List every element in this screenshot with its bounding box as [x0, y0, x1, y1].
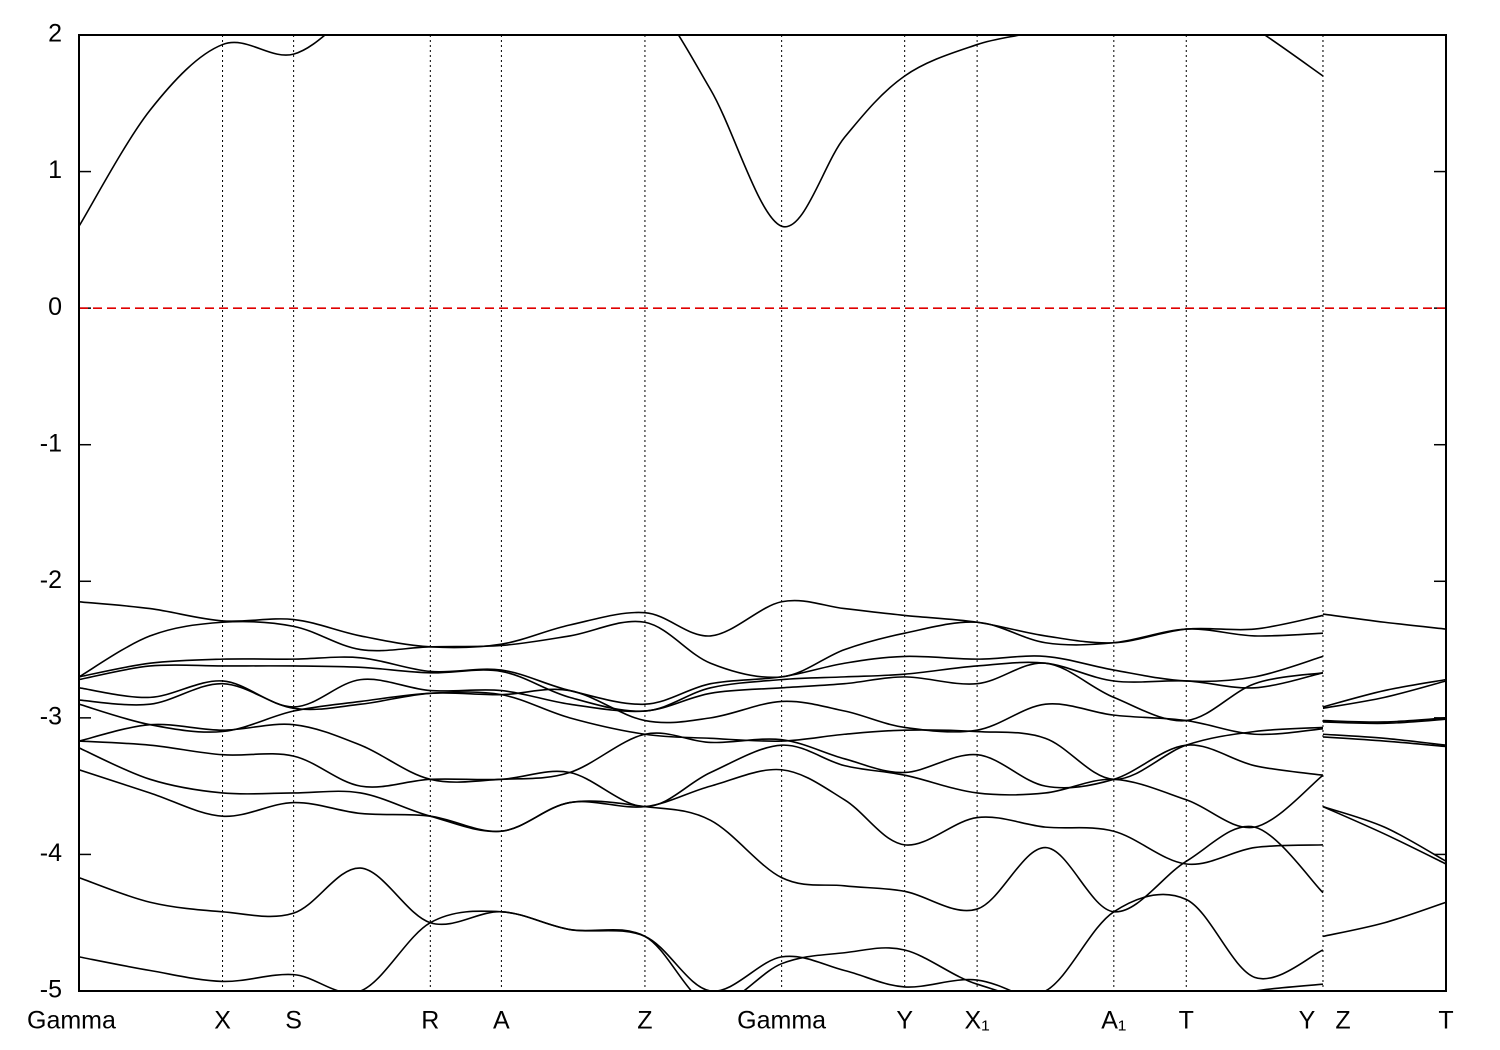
band-line: [79, 768, 1324, 913]
band-line: [79, 682, 1446, 746]
y-tick-label: 0: [48, 293, 62, 321]
x-tick-label: X: [214, 1007, 231, 1035]
band-line: [79, 740, 1446, 865]
band-line: [79, 910, 1324, 991]
band-line: [79, 662, 1446, 725]
band-line: [79, 747, 1446, 938]
x-tick-label: Gamma: [27, 1007, 116, 1035]
x-tick-label: S: [285, 1007, 302, 1035]
y-tick-label: -3: [40, 702, 62, 730]
bands: [79, 35, 1446, 991]
y-tick-label: 1: [48, 156, 62, 184]
grid: [78, 34, 1447, 992]
x-tick-label: Z: [1335, 1007, 1350, 1035]
band-line: [79, 655, 1446, 710]
x-tick-label: Z: [637, 1007, 652, 1035]
x-tick-label: Y: [1299, 1007, 1316, 1035]
y-tick-label: -2: [40, 566, 62, 594]
y-tick-label: -4: [40, 839, 62, 867]
plot-frame: [78, 34, 1447, 992]
band-line: [79, 620, 1446, 708]
x-tick-label: Gamma: [737, 1007, 826, 1035]
x-tick-label: A₁: [1101, 1007, 1126, 1035]
x-tick-label: Y: [896, 1007, 913, 1035]
band-line: [79, 35, 1324, 228]
band-line: [79, 867, 1324, 991]
x-tick-label: A: [493, 1007, 510, 1035]
x-tick-label: T: [1438, 1007, 1453, 1035]
x-tick-label: X₁: [965, 1007, 990, 1035]
x-tick-label: R: [421, 1007, 439, 1035]
y-tick-label: -1: [40, 429, 62, 457]
y-tick-label: -5: [40, 976, 62, 1004]
x-tick-label: T: [1179, 1007, 1194, 1035]
band-line: [79, 661, 1446, 723]
y-tick-label: 2: [48, 20, 62, 48]
